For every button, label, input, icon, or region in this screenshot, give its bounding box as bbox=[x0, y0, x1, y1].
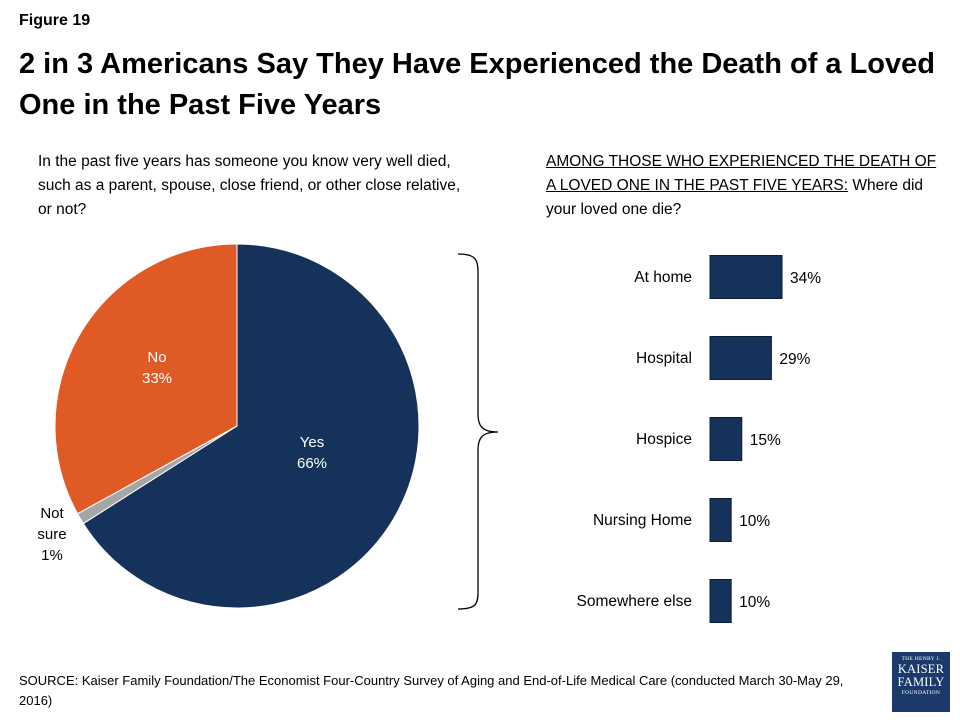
source-note: SOURCE: Kaiser Family Foundation/The Eco… bbox=[19, 673, 844, 708]
pie-slice-no bbox=[54, 243, 238, 515]
bar-value-label: 15% bbox=[750, 432, 781, 449]
pie-slice-yes bbox=[82, 243, 420, 609]
figure-label: Figure 19 bbox=[19, 12, 91, 29]
bar-hospice bbox=[709, 417, 743, 461]
pie-question: In the past five years has someone you k… bbox=[38, 153, 461, 218]
brace bbox=[457, 253, 499, 610]
bar-category-label: Hospice bbox=[636, 431, 692, 448]
bar-category-label: Nursing Home bbox=[593, 512, 692, 529]
pie-label-not-sure: Not sure 1% bbox=[37, 505, 66, 564]
chart-title: 2 in 3 Americans Say They Have Experienc… bbox=[19, 48, 935, 121]
pie-chart: Yes 66% Not sure 1% No 33% bbox=[37, 243, 420, 609]
bar-value-label: 10% bbox=[739, 594, 770, 611]
bar-nursing-home bbox=[709, 498, 732, 542]
kff-logo: THE HENRY J. KAISER FAMILY FOUNDATION bbox=[892, 652, 950, 712]
bar-category-label: At home bbox=[634, 269, 692, 286]
bar-value-label: 10% bbox=[739, 513, 770, 530]
bar-value-label: 34% bbox=[790, 270, 821, 287]
bar-chart: At home 34% Hospital 29% Hospice 15% Nursing H… bbox=[577, 255, 821, 623]
bar-question: AMONG THOSE WHO EXPERIENCED THE DEATH OF… bbox=[546, 150, 946, 222]
bar-somewhere-else bbox=[709, 579, 732, 623]
bar-at-home bbox=[709, 255, 783, 299]
bar-category-label: Hospital bbox=[636, 350, 692, 367]
bar-value-label: 29% bbox=[779, 351, 810, 368]
bar-hospital bbox=[709, 336, 772, 380]
pie-label-no: No 33% bbox=[142, 349, 172, 387]
bar-question-filter: AMONG THOSE WHO EXPERIENCED THE DEATH OF… bbox=[546, 153, 937, 194]
bar-category-label: Somewhere else bbox=[577, 593, 692, 610]
bar-question-text: Where did your loved one die? bbox=[546, 177, 924, 218]
pie-label-yes: Yes 66% bbox=[297, 434, 327, 472]
